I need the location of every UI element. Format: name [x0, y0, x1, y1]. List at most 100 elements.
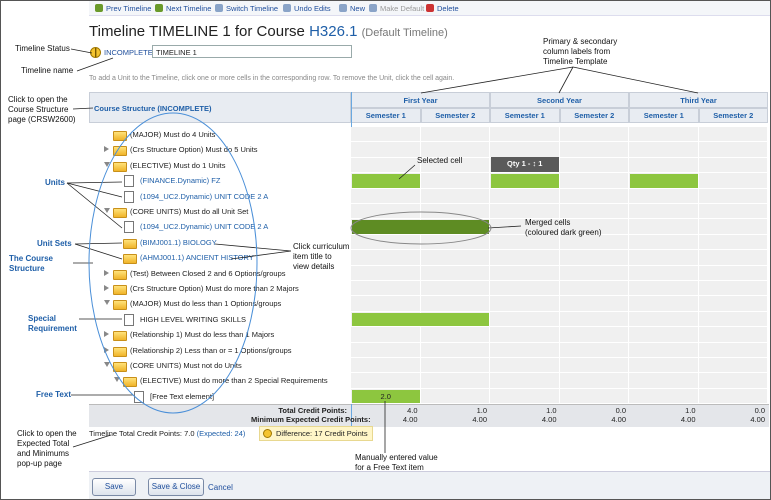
grid-cell[interactable]: [629, 219, 699, 235]
grid-cell[interactable]: [698, 373, 768, 389]
grid-cell[interactable]: [559, 296, 629, 312]
grid-cell[interactable]: [420, 281, 490, 297]
grid-cell[interactable]: [629, 142, 699, 158]
grid-cell[interactable]: [629, 327, 699, 343]
grid-cell[interactable]: [698, 296, 768, 312]
grid-cell[interactable]: [698, 265, 768, 281]
grid-cell[interactable]: [490, 127, 560, 143]
button[interactable]: Save & Close: [148, 478, 204, 496]
grid-cell[interactable]: [490, 296, 560, 312]
expander[interactable]: [104, 285, 109, 291]
expander[interactable]: [104, 146, 109, 153]
grid-cell[interactable]: [351, 142, 421, 158]
grid-cell[interactable]: [629, 265, 699, 281]
grid-cell[interactable]: [490, 358, 560, 374]
grid-cell[interactable]: [420, 204, 490, 220]
grid-cell[interactable]: [420, 250, 490, 266]
grid-cell[interactable]: [629, 204, 699, 220]
expected-link[interactable]: (Expected: 24): [196, 429, 246, 438]
qty-popup[interactable]: Qty 1 - ↕ 1: [491, 156, 559, 173]
grid-cell[interactable]: [490, 327, 560, 343]
grid-cell[interactable]: [698, 219, 768, 235]
grid-cell[interactable]: [559, 142, 629, 158]
grid-cell[interactable]: [559, 281, 629, 297]
grid-cell[interactable]: [420, 296, 490, 312]
grid-cell[interactable]: [698, 250, 768, 266]
grid-cell[interactable]: [629, 296, 699, 312]
grid-cell[interactable]: [698, 388, 768, 405]
selected-cell[interactable]: [352, 312, 489, 327]
grid-cell[interactable]: [698, 173, 768, 189]
grid-cell[interactable]: [559, 204, 629, 220]
expander[interactable]: [114, 377, 120, 383]
row-label[interactable]: (1094_UC2.Dynamic) UNIT CODE 2 A: [140, 222, 269, 232]
grid-cell[interactable]: [420, 157, 490, 174]
grid-cell[interactable]: [559, 188, 629, 204]
expander[interactable]: [104, 300, 110, 306]
grid-cell[interactable]: [629, 342, 699, 358]
grid-cell[interactable]: [559, 219, 629, 235]
grid-cell[interactable]: [559, 173, 629, 189]
grid-cell[interactable]: [559, 327, 629, 343]
grid-cell[interactable]: [351, 204, 421, 220]
grid-cell[interactable]: [351, 188, 421, 204]
grid-cell[interactable]: [490, 281, 560, 297]
grid-cell[interactable]: [490, 342, 560, 358]
grid-cell[interactable]: [490, 219, 560, 235]
expander[interactable]: [104, 362, 110, 367]
toolbar-item[interactable]: Prev Timeline: [106, 4, 152, 13]
expander[interactable]: [104, 346, 109, 353]
selected-cell[interactable]: [352, 220, 489, 234]
button[interactable]: Save: [92, 478, 136, 496]
grid-cell[interactable]: [351, 358, 421, 374]
grid-cell[interactable]: [490, 204, 560, 220]
grid-cell[interactable]: [698, 342, 768, 358]
grid-cell[interactable]: [490, 250, 560, 266]
grid-cell[interactable]: [629, 388, 699, 405]
grid-cell[interactable]: [351, 373, 421, 389]
selected-cell[interactable]: [630, 174, 698, 188]
grid-cell[interactable]: [698, 157, 768, 174]
grid-cell[interactable]: [351, 127, 421, 143]
expander[interactable]: [104, 208, 110, 213]
grid-cell[interactable]: [490, 265, 560, 281]
grid-cell[interactable]: [490, 373, 560, 389]
grid-cell[interactable]: [420, 342, 490, 358]
grid-cell[interactable]: [629, 281, 699, 297]
grid-cell[interactable]: [420, 142, 490, 158]
grid-cell[interactable]: [420, 188, 490, 204]
grid-cell[interactable]: [420, 358, 490, 374]
toolbar-item[interactable]: Undo Edits: [294, 4, 331, 13]
grid-cell[interactable]: [420, 388, 490, 405]
grid-cell[interactable]: [559, 388, 629, 405]
toolbar-item[interactable]: Switch Timeline: [226, 4, 279, 13]
grid-cell[interactable]: [559, 127, 629, 143]
grid-cell[interactable]: [629, 234, 699, 251]
grid-cell[interactable]: [490, 188, 560, 204]
grid-cell[interactable]: [351, 327, 421, 343]
grid-cell[interactable]: [698, 281, 768, 297]
row-label[interactable]: (FINANCE.Dynamic) FZ: [140, 176, 221, 186]
grid-cell[interactable]: [420, 127, 490, 143]
structure-header[interactable]: Course Structure (INCOMPLETE): [89, 92, 351, 123]
grid-cell[interactable]: [698, 234, 768, 251]
grid-cell[interactable]: [629, 311, 699, 328]
toolbar-item[interactable]: Next Timeline: [166, 4, 212, 13]
grid-cell[interactable]: [351, 250, 421, 266]
grid-cell[interactable]: [559, 311, 629, 328]
grid-cell[interactable]: [351, 296, 421, 312]
grid-cell[interactable]: [698, 127, 768, 143]
grid-cell[interactable]: [559, 157, 629, 174]
grid-cell[interactable]: [629, 127, 699, 143]
grid-cell[interactable]: [559, 234, 629, 251]
selected-cell[interactable]: [491, 174, 559, 188]
grid-cell[interactable]: [698, 327, 768, 343]
expander[interactable]: [104, 161, 110, 167]
grid-cell[interactable]: [629, 358, 699, 374]
grid-cell[interactable]: [420, 265, 490, 281]
grid-cell[interactable]: [559, 250, 629, 266]
grid-cell[interactable]: [490, 142, 560, 158]
grid-cell[interactable]: [559, 265, 629, 281]
grid-cell[interactable]: [629, 157, 699, 174]
selected-cell[interactable]: [352, 174, 420, 188]
